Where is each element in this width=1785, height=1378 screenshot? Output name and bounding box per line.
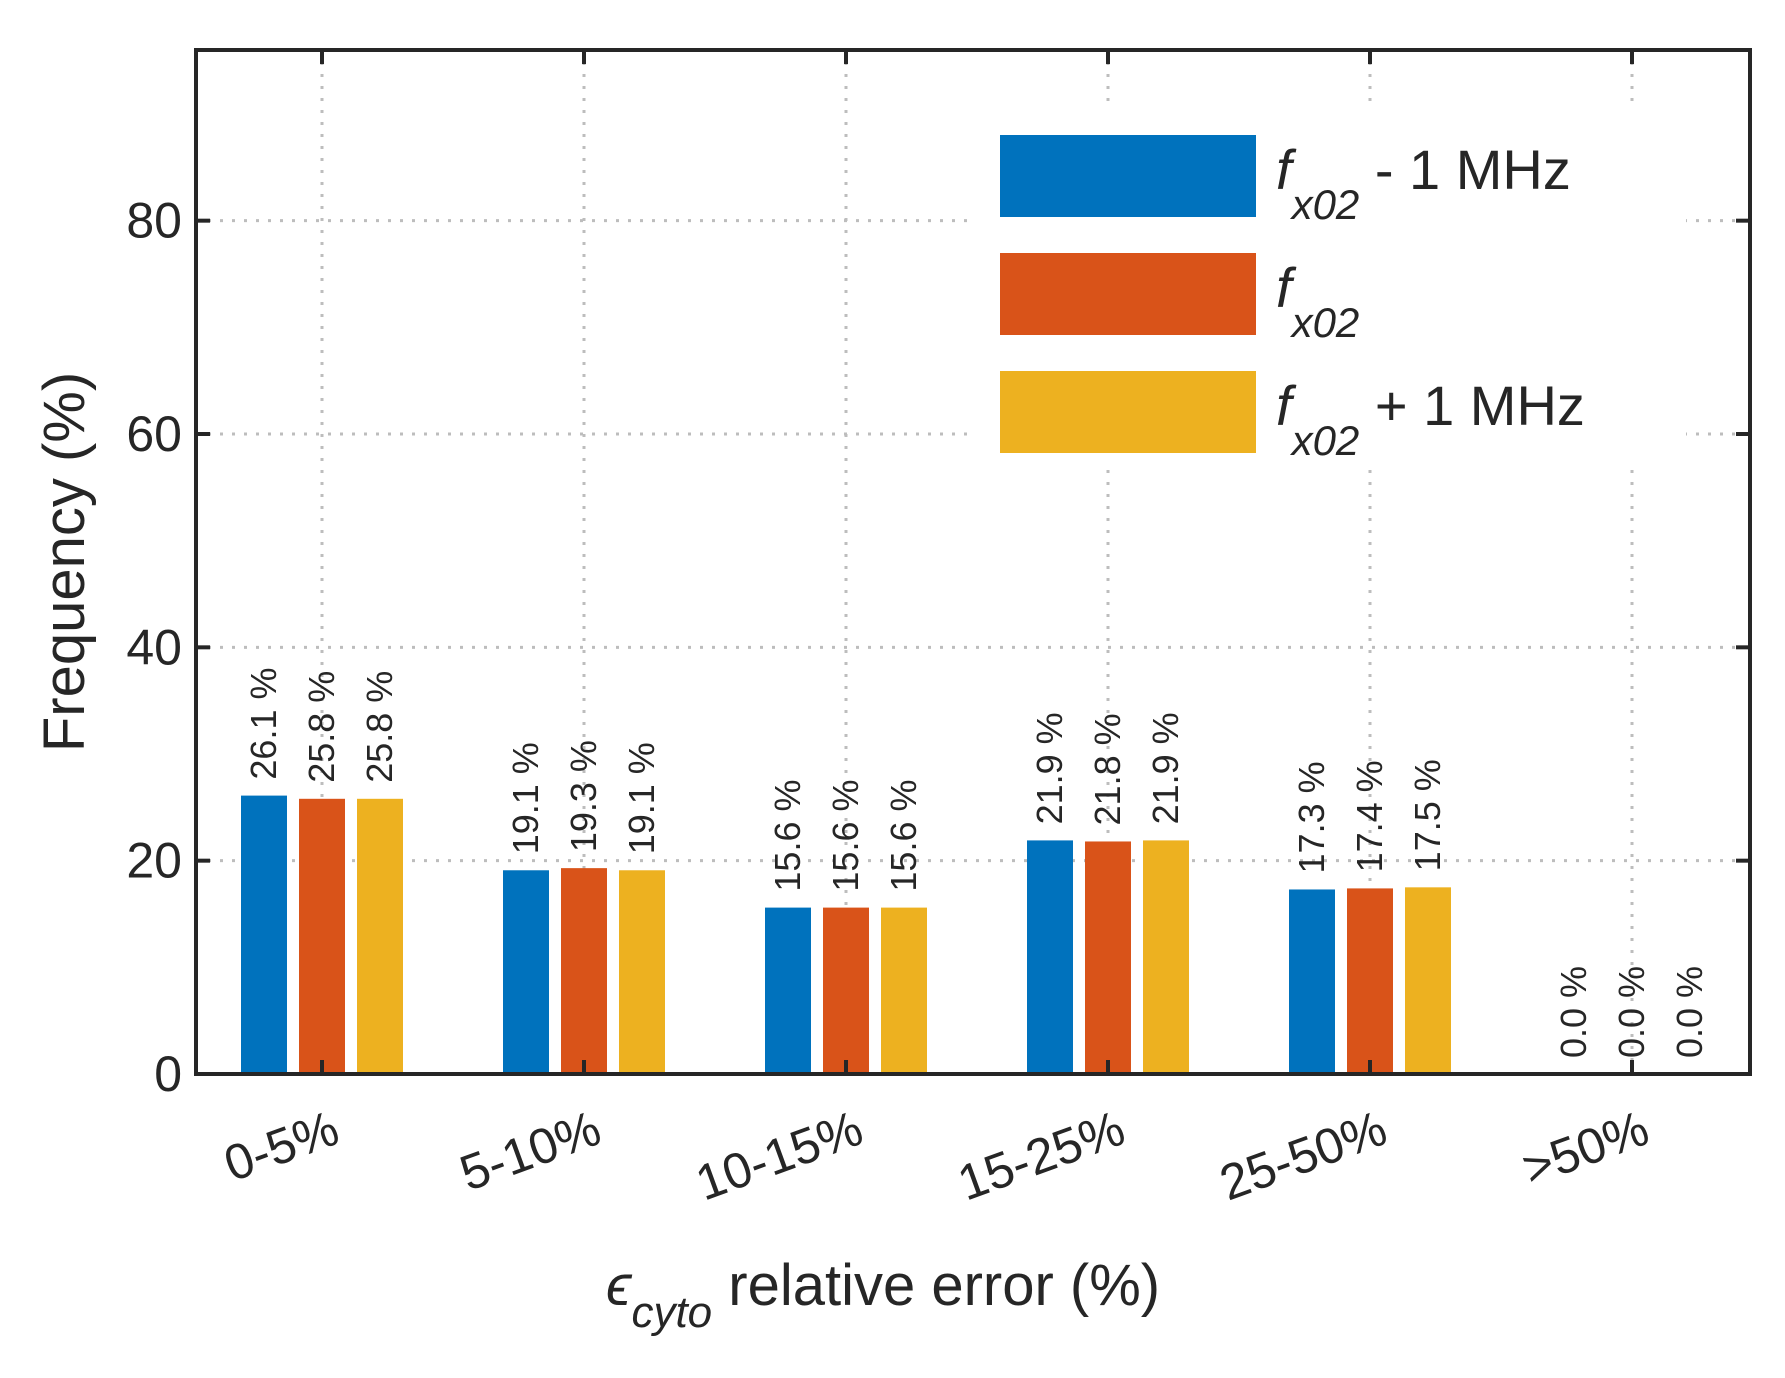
bar-value-label: 15.6 % — [767, 780, 808, 892]
bar-value-labels: 26.1 % 25.8 % 25.8 % 19.1 % 19.3 % 19.1 % 15.6… — [243, 668, 1710, 1058]
y-tick-label: 80 — [126, 193, 182, 249]
bar — [561, 868, 607, 1074]
y-tick-label: 60 — [126, 406, 182, 462]
bar-value-label: 19.1 % — [505, 742, 546, 854]
bar — [299, 798, 345, 1074]
bar — [765, 907, 811, 1074]
legend-entry-label: fx02 - 1 MHz — [1276, 138, 1571, 228]
bar-value-label: 25.8 % — [359, 671, 400, 783]
x-tick-label: 10-15% — [689, 1100, 870, 1212]
x-tick-label: 15-25% — [951, 1100, 1132, 1212]
x-tick-labels: 0-5% 5-10% 10-15% 15-25% 25-50% >50% — [217, 1100, 1656, 1212]
bar-value-label: 17.4 % — [1349, 760, 1390, 872]
y-tick-label: 0 — [154, 1046, 182, 1102]
legend-swatch — [1000, 371, 1256, 453]
x-axis-label-symbol: ϵ — [606, 1253, 633, 1318]
legend-entry-suffix: - 1 MHz — [1359, 138, 1571, 201]
bar — [881, 907, 927, 1074]
bar — [1027, 840, 1073, 1074]
bar-value-label: 21.8 % — [1087, 713, 1128, 825]
legend-entry-subscript: x02 — [1290, 181, 1360, 228]
bar-value-label: 0.0 % — [1669, 966, 1710, 1058]
x-axis-label: ϵcyto relative error (%) — [606, 1253, 1160, 1337]
x-axis-label-subscript: cyto — [631, 1288, 712, 1337]
axis-ticks — [196, 50, 1750, 1076]
bar — [241, 795, 287, 1074]
bar-value-label: 25.8 % — [301, 671, 342, 783]
bar-value-label: 0.0 % — [1553, 966, 1594, 1058]
bar-value-label: 19.3 % — [563, 740, 604, 852]
bar — [1347, 888, 1393, 1074]
bar — [1143, 840, 1189, 1074]
y-tick-labels: 0 20 40 60 80 — [126, 193, 182, 1102]
y-axis-label: Frequency (%) — [32, 372, 97, 752]
bar-value-label: 19.1 % — [621, 742, 662, 854]
x-tick-label: 0-5% — [217, 1100, 346, 1193]
bar — [1289, 889, 1335, 1074]
legend-entry-subscript: x02 — [1290, 299, 1360, 346]
bar — [503, 870, 549, 1074]
bar-value-label: 15.6 % — [825, 780, 866, 892]
legend-entry-subscript: x02 — [1290, 417, 1360, 464]
x-tick-label: 25-50% — [1213, 1100, 1394, 1212]
bar — [1085, 841, 1131, 1074]
bar — [1405, 887, 1451, 1074]
bar-value-label: 15.6 % — [883, 780, 924, 892]
bar-value-label: 17.5 % — [1407, 759, 1448, 871]
x-axis-label-text: relative error (%) — [712, 1253, 1160, 1318]
plot-frame — [194, 48, 1752, 1076]
bar-value-label: 17.3 % — [1291, 761, 1332, 873]
x-tick-label: >50% — [1515, 1100, 1656, 1197]
legend-entry-label: fx02 + 1 MHz — [1276, 374, 1585, 464]
bar — [823, 907, 869, 1074]
bar — [357, 798, 403, 1074]
legend-entry-suffix: + 1 MHz — [1359, 374, 1585, 437]
y-tick-label: 20 — [126, 833, 182, 889]
bar-value-label: 21.9 % — [1029, 712, 1070, 824]
bar-value-label: 0.0 % — [1611, 966, 1652, 1058]
x-tick-label: 5-10% — [453, 1100, 608, 1202]
bars — [241, 795, 1451, 1074]
y-tick-label: 40 — [126, 619, 182, 675]
bar-value-label: 26.1 % — [243, 668, 284, 780]
bar — [619, 870, 665, 1074]
bar-value-label: 21.9 % — [1145, 712, 1186, 824]
legend-swatch — [1000, 253, 1256, 335]
legend-swatch — [1000, 135, 1256, 217]
